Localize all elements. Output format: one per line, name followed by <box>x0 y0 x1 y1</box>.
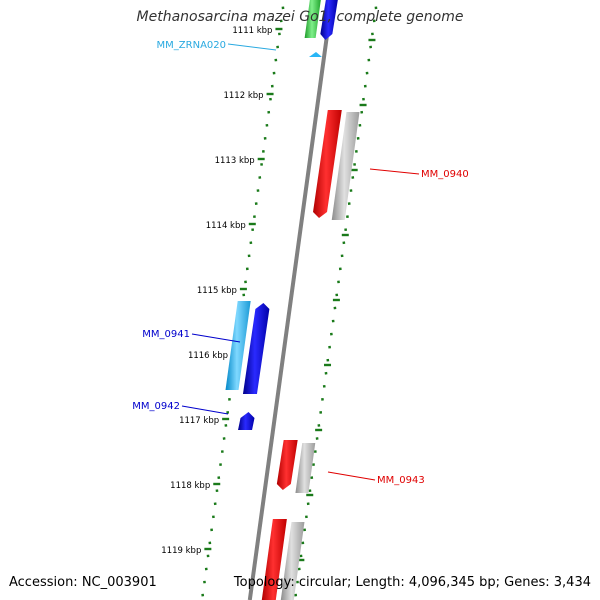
gene-leader-line <box>327 471 376 481</box>
backbone-layer <box>247 0 334 600</box>
gene-layer <box>225 0 360 600</box>
tick-label: 1113 kbp <box>215 156 255 166</box>
gene-leader-line <box>191 333 241 343</box>
genome-backbone <box>247 0 334 600</box>
gene-leader-line <box>369 168 420 175</box>
topology-text: Topology: circular; Length: 4,096,345 bp… <box>233 575 591 590</box>
tick-label: 1115 kbp <box>197 286 237 296</box>
tick-label: 1112 kbp <box>223 91 263 101</box>
tick-layer: 1111 kbp 1112 kbp 1113 kbp 1114 kbp 1115 kbp… <box>161 6 378 597</box>
right-ruler-rail <box>294 6 378 597</box>
tick-label: 1117 kbp <box>179 416 219 426</box>
gene-label: MM_ZRNA020 <box>157 40 226 51</box>
gene-label: MM_0942 <box>132 401 180 412</box>
gene-mm0943-gray <box>295 443 316 493</box>
gene-mm0942-blue <box>238 412 255 430</box>
tick-label: 1111 kbp <box>232 26 272 36</box>
tick-label: 1119 kbp <box>161 546 201 556</box>
tick-label: 1116 kbp <box>188 351 228 361</box>
gene-leader-line <box>181 405 229 415</box>
gene-mm0941-cyan <box>225 301 251 390</box>
accession-text: Accession: NC_003901 <box>9 575 157 590</box>
gene-mm0941-blue <box>242 303 270 394</box>
gene-gray-bottom <box>280 522 305 600</box>
gene-label: MM_0941 <box>142 329 190 340</box>
tick-label: 1114 kbp <box>206 221 246 231</box>
gene-red-bottom <box>261 519 287 600</box>
gene-leader-line <box>227 43 277 51</box>
label-layer: MM_ZRNA020 MM_0940 MM_0941 MM_0942 MM_0943 <box>132 40 468 486</box>
gene-mm0943-red <box>276 440 298 490</box>
gene-zrna-marker <box>309 52 322 57</box>
gene-mm0940-gray <box>331 112 360 220</box>
gene-blue-top <box>320 0 338 40</box>
gene-mm0940-red <box>313 110 342 218</box>
gene-label: MM_0943 <box>377 475 425 486</box>
tick-label: 1118 kbp <box>170 481 210 491</box>
gene-green-top <box>304 0 321 38</box>
map-title: Methanosarcina mazei Go1, complete genom… <box>136 9 464 25</box>
gene-label: MM_0940 <box>421 169 469 180</box>
